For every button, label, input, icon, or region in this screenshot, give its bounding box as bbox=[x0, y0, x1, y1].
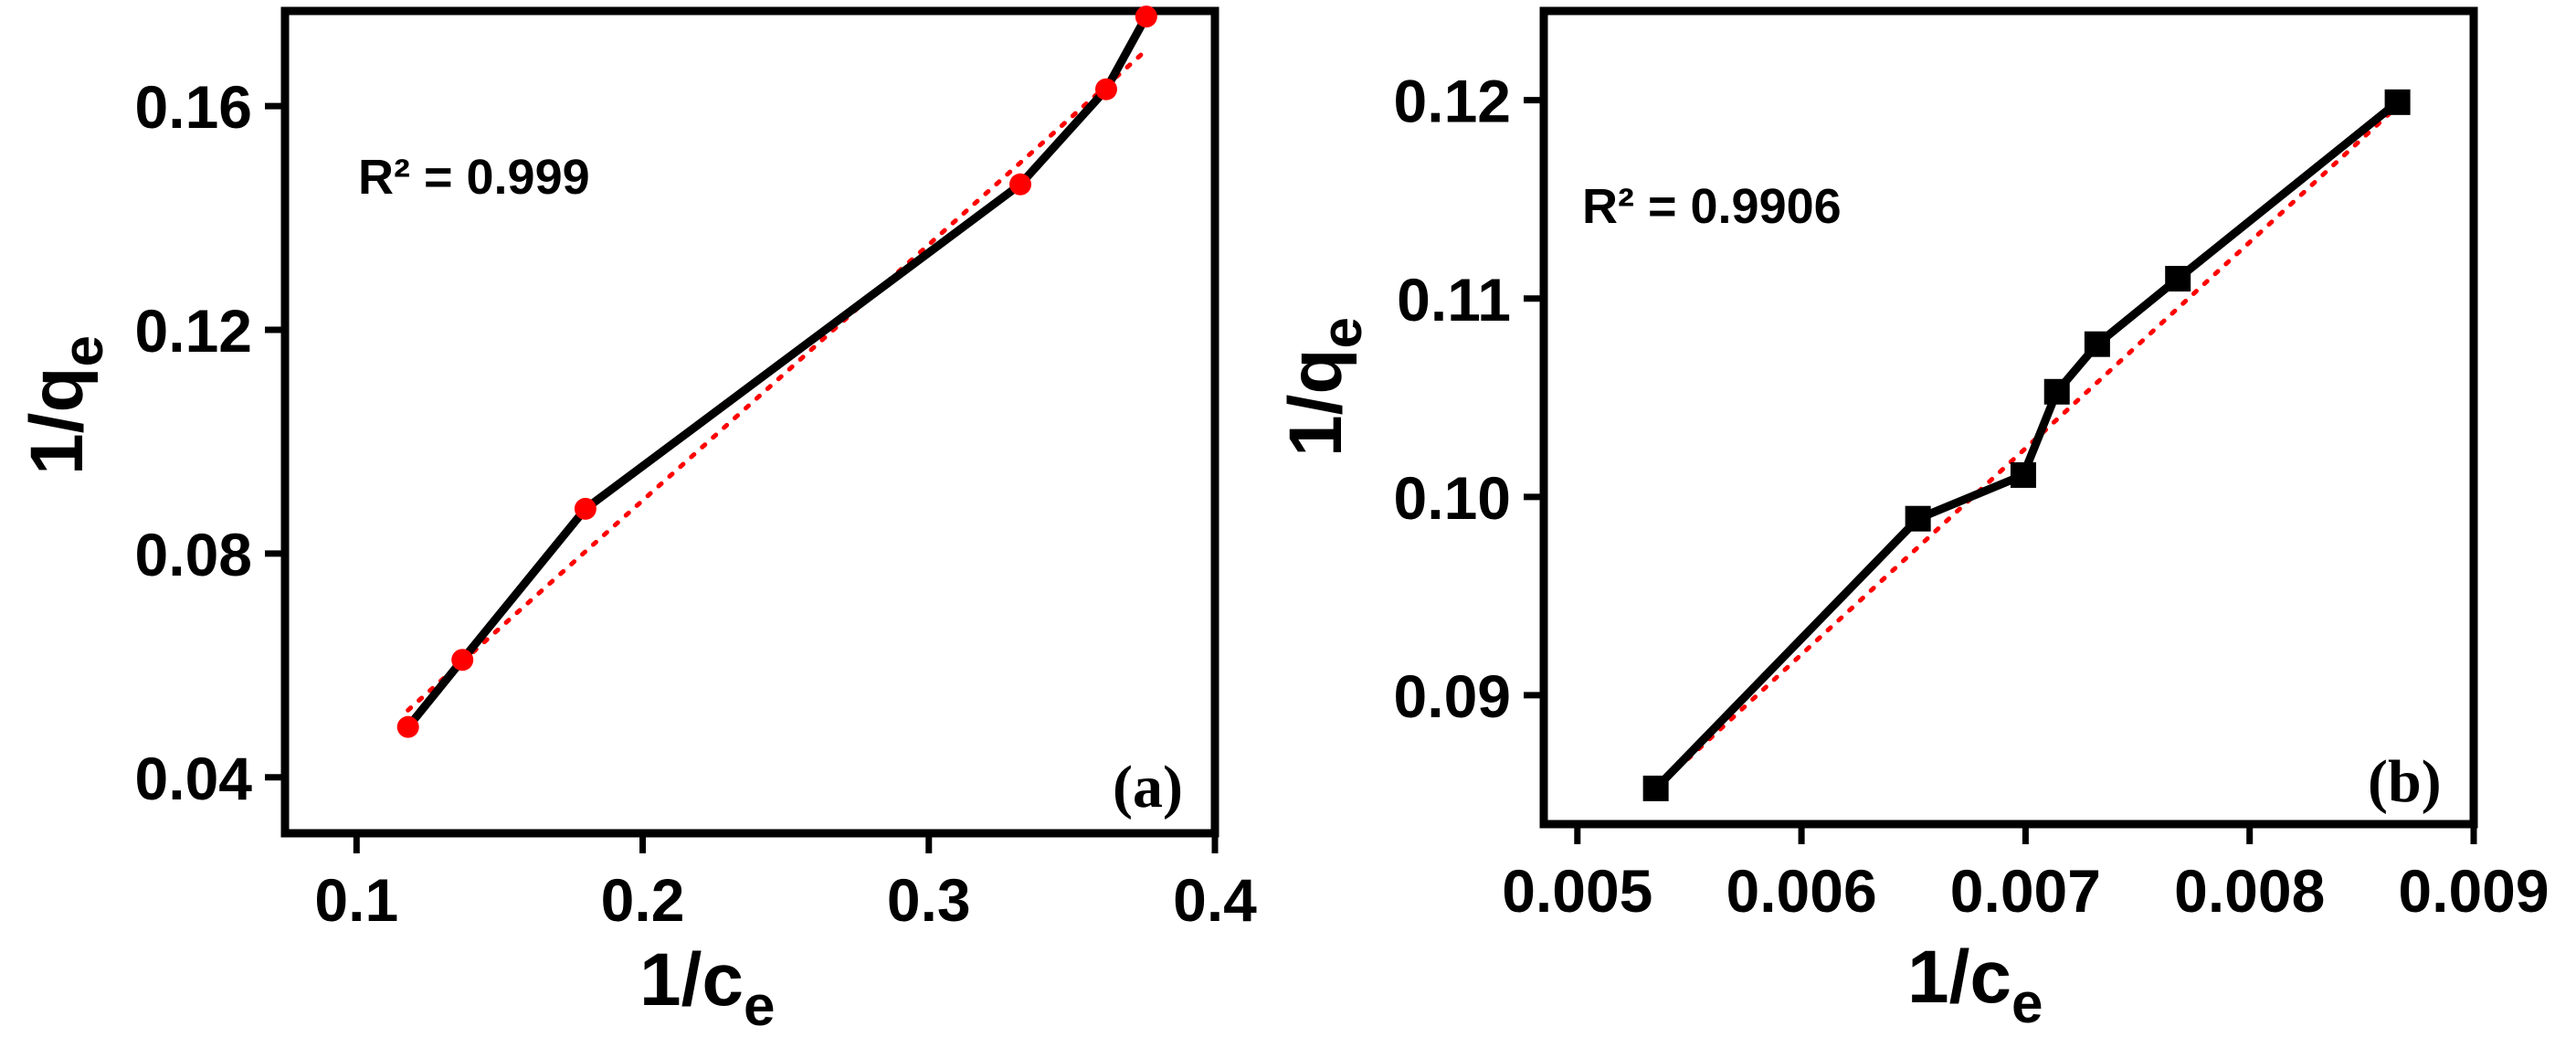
data-point bbox=[451, 649, 474, 672]
fit-line bbox=[406, 48, 1149, 713]
x-axis-title-a: 1/ce bbox=[639, 938, 775, 1037]
x-tick-label: 0.008 bbox=[2174, 857, 2325, 925]
data-point bbox=[1009, 173, 1032, 196]
y-tick-label: 0.11 bbox=[1397, 266, 1511, 333]
x-axis-ticks-b: 0.005 0.006 0.007 0.008 0.009 bbox=[1502, 824, 2550, 925]
x-tick-label: 0.1 bbox=[314, 866, 398, 934]
y-axis-title-b: 1/qe bbox=[1274, 317, 1374, 457]
y-axis-ticks-a: 0.04 0.08 0.12 0.16 bbox=[135, 73, 285, 812]
y-tick-label: 0.16 bbox=[135, 73, 252, 141]
x-tick-label: 0.2 bbox=[601, 866, 685, 934]
x-tick-label: 0.006 bbox=[1726, 857, 1877, 925]
panel-label-a: (a) bbox=[1113, 754, 1183, 820]
series-line-group-a bbox=[405, 14, 1150, 730]
data-point bbox=[2043, 378, 2070, 405]
x-axis-ticks-a: 0.1 0.2 0.3 0.4 bbox=[314, 833, 1257, 934]
plot-frame-b bbox=[1539, 6, 2478, 829]
data-point bbox=[2010, 461, 2036, 488]
data-point bbox=[1135, 5, 1157, 28]
y-tick-label: 0.04 bbox=[135, 745, 253, 812]
data-point bbox=[2384, 89, 2411, 115]
data-point bbox=[2165, 266, 2191, 292]
data-points-b bbox=[1642, 89, 2411, 801]
y-axis-title-a: 1/qe bbox=[16, 335, 115, 475]
y-axis-ticks-b: 0.09 0.10 0.11 0.12 bbox=[1394, 68, 1544, 730]
data-point bbox=[1905, 505, 1931, 532]
data-point bbox=[1094, 78, 1117, 101]
y-tick-label: 0.08 bbox=[135, 521, 252, 588]
r-squared-annotation-b: R² = 0.9906 bbox=[1582, 179, 1842, 234]
y-tick-label: 0.09 bbox=[1394, 662, 1511, 730]
panel-label-b: (b) bbox=[2368, 748, 2442, 815]
data-points-a bbox=[396, 5, 1157, 738]
data-point bbox=[2084, 331, 2110, 357]
series-line bbox=[405, 14, 1150, 730]
data-point bbox=[396, 715, 419, 738]
y-tick-label: 0.10 bbox=[1394, 464, 1511, 532]
r-squared-annotation-a: R² = 0.999 bbox=[358, 150, 590, 205]
x-tick-label: 0.009 bbox=[2398, 857, 2549, 925]
x-axis-title-b: 1/ce bbox=[1907, 936, 2043, 1035]
chart-b: 0.005 0.006 0.007 0.008 0.009 0.090.100.110.… bbox=[1274, 6, 2550, 1035]
x-tick-label: 0.005 bbox=[1502, 857, 1652, 925]
data-point bbox=[574, 497, 596, 520]
x-tick-label: 0.4 bbox=[1173, 866, 1257, 934]
x-tick-label: 0.007 bbox=[1950, 857, 2101, 925]
y-tick-label: 0.12 bbox=[135, 297, 252, 365]
x-tick-label: 0.3 bbox=[887, 866, 971, 934]
data-point bbox=[1642, 775, 1669, 801]
chart-a: 0.1 0.2 0.3 0.4 0.04 0.08 0.12 0.16 R² = 0.999… bbox=[16, 5, 1257, 1037]
plot-frame-a bbox=[280, 6, 1219, 838]
y-tick-label: 0.12 bbox=[1394, 68, 1511, 135]
fit-line-group-a bbox=[406, 48, 1149, 713]
